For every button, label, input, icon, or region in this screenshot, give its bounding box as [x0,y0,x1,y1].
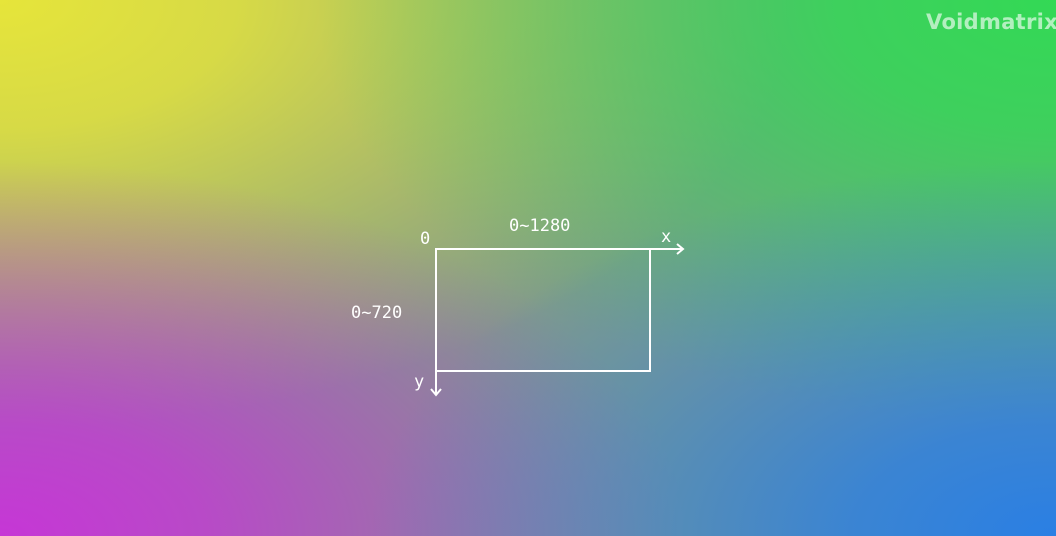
x-axis-arrowhead [676,243,685,255]
watermark-logo: Voidmatrix [926,10,1056,34]
screen-rectangle [435,248,651,372]
origin-label: 0 [420,229,430,249]
y-axis-arrowhead [430,388,442,397]
height-range-label: 0~720 [351,303,402,323]
x-axis-label: x [661,227,671,247]
width-range-label: 0~1280 [509,216,570,236]
y-axis-label: y [414,372,424,392]
